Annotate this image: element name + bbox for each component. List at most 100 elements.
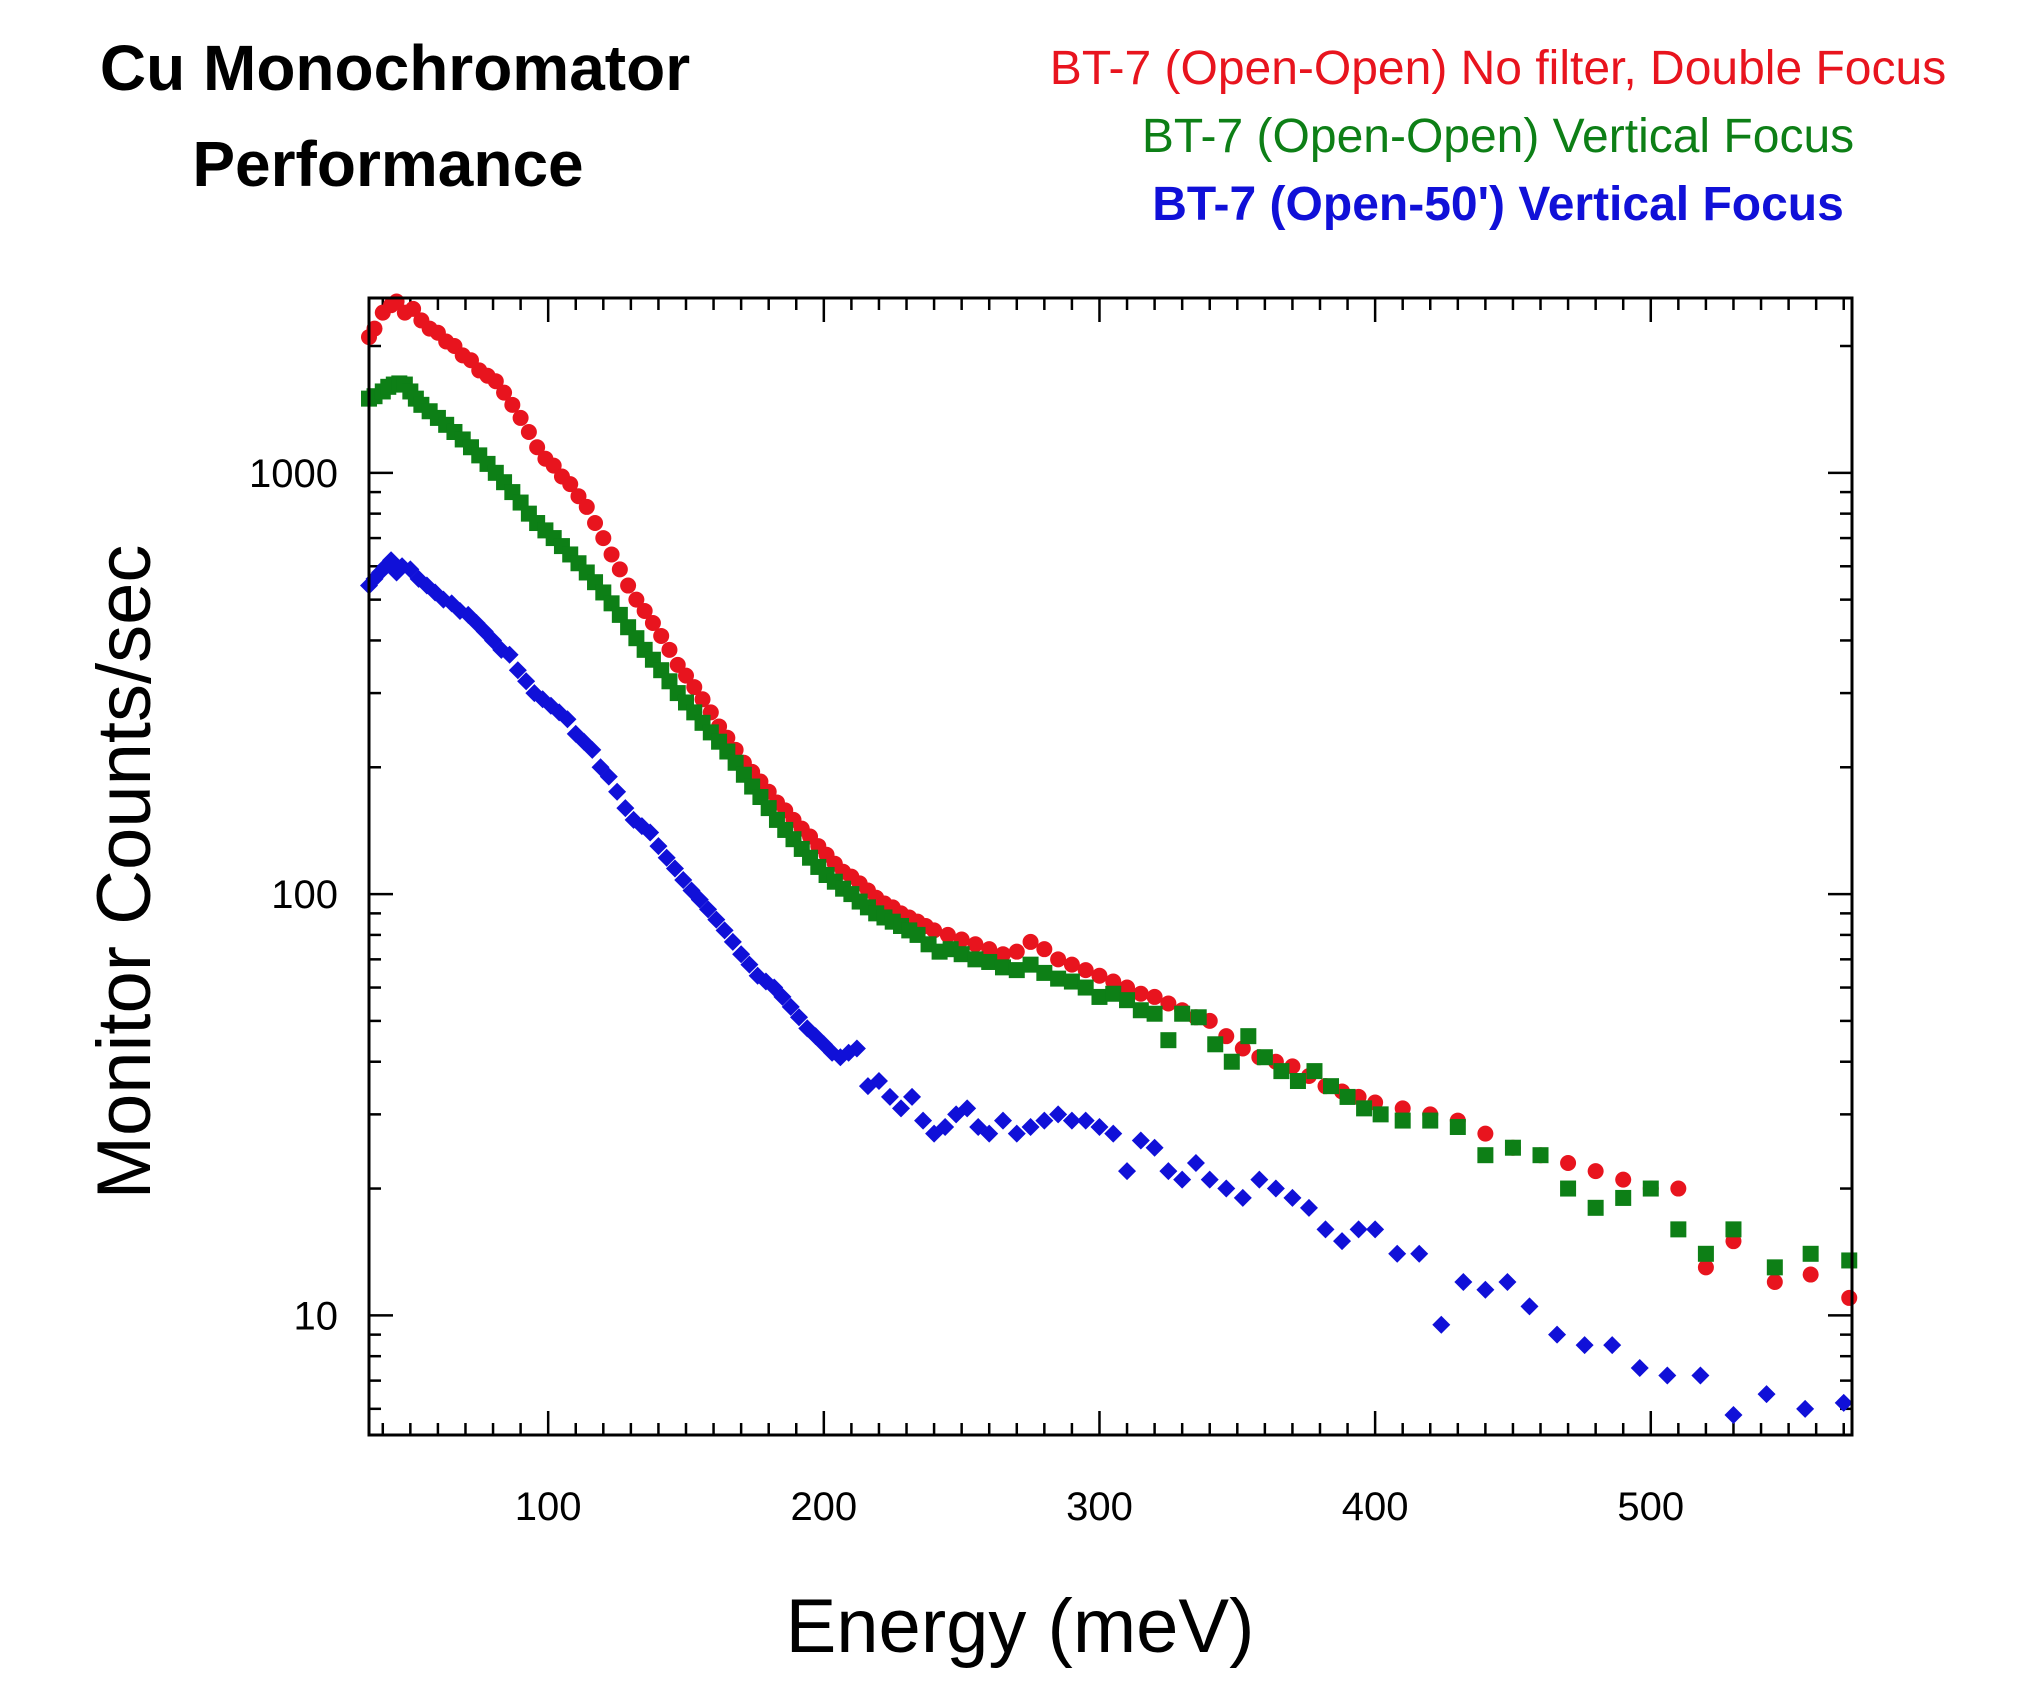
data-point — [583, 740, 602, 759]
chart-title-line-1: Cu Monochromator — [100, 32, 690, 104]
data-point — [1159, 1162, 1178, 1181]
data-point — [366, 320, 383, 337]
data-point — [1476, 1280, 1495, 1299]
data-point — [1670, 1221, 1687, 1238]
data-point — [1146, 1005, 1163, 1022]
data-point — [487, 373, 504, 390]
data-point — [1207, 1036, 1224, 1053]
data-point — [715, 921, 734, 940]
series-2 — [361, 375, 1858, 1276]
x-tick-label: 100 — [515, 1485, 582, 1529]
data-point — [1036, 964, 1053, 981]
data-point — [1477, 1125, 1494, 1142]
x-tick-label: 500 — [1617, 1485, 1684, 1529]
data-point — [1802, 1266, 1819, 1283]
data-point — [1477, 1147, 1494, 1164]
data-point — [1022, 933, 1039, 950]
data-point — [558, 710, 577, 729]
x-tick-label: 300 — [1066, 1485, 1133, 1529]
data-point — [1077, 979, 1094, 996]
data-point — [1145, 1138, 1164, 1157]
data-point — [699, 900, 718, 919]
data-point — [1076, 1111, 1095, 1130]
data-point — [504, 396, 521, 413]
data-point — [1234, 1040, 1251, 1057]
data-point — [1724, 1406, 1743, 1425]
data-point — [1834, 1393, 1853, 1412]
data-point — [1449, 1118, 1466, 1135]
data-point — [641, 823, 660, 842]
data-point — [967, 951, 984, 968]
data-point — [1190, 1009, 1207, 1026]
data-point — [1273, 1063, 1290, 1080]
y-tick-label: 1000 — [249, 452, 338, 496]
data-point — [603, 546, 620, 563]
series-3 — [360, 551, 1853, 1425]
data-point — [1050, 951, 1067, 968]
axes: 100 200 300 400 500 10 100 1000 — [249, 298, 1852, 1529]
y-axis-label: Monitor Counts/sec — [82, 545, 167, 1200]
data-point — [578, 498, 595, 515]
data-point — [496, 384, 513, 401]
data-point — [1223, 1053, 1240, 1070]
data-point — [1186, 1153, 1205, 1172]
data-point — [1008, 962, 1025, 979]
data-point — [1339, 1088, 1356, 1105]
x-axis-label: Energy (meV) — [786, 1584, 1255, 1669]
data-point — [1802, 1245, 1819, 1262]
data-point — [1289, 1073, 1306, 1090]
data-point — [508, 661, 527, 680]
data-point — [595, 530, 612, 547]
data-point — [1630, 1358, 1649, 1377]
data-point — [1356, 1100, 1373, 1117]
data-point — [1394, 1100, 1411, 1117]
data-point — [1119, 992, 1136, 1009]
data-point — [880, 1087, 899, 1106]
data-point — [939, 926, 956, 943]
data-point — [674, 871, 693, 890]
data-point — [1560, 1180, 1577, 1197]
data-point — [1217, 1179, 1236, 1198]
data-point — [1091, 967, 1108, 984]
data-point — [740, 955, 759, 974]
data-point — [616, 799, 635, 818]
data-point — [1691, 1366, 1710, 1385]
data-point — [1642, 1180, 1659, 1197]
data-point — [1240, 1028, 1257, 1045]
data-point — [1587, 1163, 1604, 1180]
data-point — [1757, 1385, 1776, 1404]
data-point — [1532, 1147, 1549, 1164]
x-tick-label: 400 — [1342, 1485, 1409, 1529]
data-point — [1796, 1399, 1815, 1418]
data-point — [529, 439, 546, 456]
data-point — [994, 959, 1011, 976]
data-point — [1200, 1170, 1219, 1189]
data-point — [1615, 1171, 1632, 1188]
data-point — [665, 859, 684, 878]
data-point — [1007, 1124, 1026, 1143]
data-point — [1173, 1170, 1192, 1189]
data-point — [1388, 1244, 1407, 1263]
data-point — [1603, 1336, 1622, 1355]
data-point — [773, 987, 792, 1006]
data-point — [1266, 1179, 1285, 1198]
data-point — [512, 409, 529, 426]
data-point — [636, 602, 653, 619]
y-tick-label: 100 — [271, 873, 338, 917]
data-point — [1104, 1124, 1123, 1143]
data-point — [903, 1087, 922, 1106]
data-point — [1520, 1297, 1539, 1316]
data-point — [1299, 1198, 1318, 1217]
data-point — [1615, 1189, 1632, 1206]
data-point — [644, 615, 661, 632]
data-point — [1504, 1139, 1521, 1156]
data-point — [1575, 1336, 1594, 1355]
data-point — [1323, 1078, 1340, 1095]
data-point — [1670, 1180, 1687, 1197]
data-point — [500, 645, 519, 664]
data-point — [599, 767, 618, 786]
data-point — [1454, 1273, 1473, 1292]
data-point — [611, 561, 628, 578]
data-point — [520, 423, 537, 440]
